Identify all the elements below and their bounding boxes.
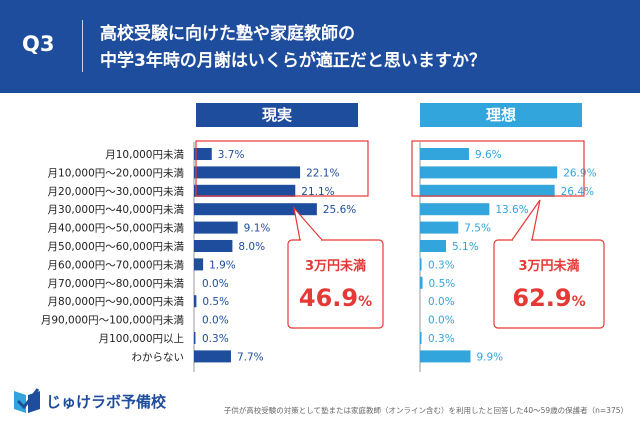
bar [420, 148, 469, 160]
highlight-box [411, 140, 585, 197]
data-label: 7.5% [464, 223, 491, 235]
highlight-box [195, 140, 369, 197]
series-header-0 [196, 103, 358, 127]
data-label: 26.9% [563, 167, 596, 179]
brand-logo: じゅけラボ予備校 [10, 383, 180, 421]
bar [420, 332, 422, 344]
bar [420, 203, 490, 216]
question-header: Q3 高校受験に向けた塾や家庭教師の 中学3年時の月謝はいくらが適正だと思います… [0, 0, 640, 93]
data-label: 1.9% [209, 259, 236, 271]
series-header-1 [420, 103, 582, 127]
data-label: 7.7% [237, 351, 264, 363]
question-text-line1: 高校受験に向けた塾や家庭教師の [100, 24, 355, 44]
callout-label: 3万円未満 [305, 258, 366, 274]
data-label: 0.0% [202, 315, 229, 327]
data-label: 0.3% [428, 333, 455, 345]
bar [194, 148, 212, 160]
bar [194, 166, 301, 179]
footnote: 子供が高校受験の対策として塾または家庭教師（オンライン含む）を利用したと回答した… [223, 406, 628, 415]
callout-value-unit: % [572, 294, 586, 310]
bar [420, 350, 471, 363]
bar [194, 295, 197, 308]
book-logo-icon [14, 388, 40, 413]
data-label: 9.6% [475, 149, 502, 161]
data-label: 25.6% [323, 204, 356, 216]
category-label: 月40,000円～50,000円未満 [48, 223, 185, 235]
callout-bubble [493, 239, 605, 329]
bar [194, 184, 296, 197]
data-label: 9.9% [476, 351, 503, 363]
header-divider [82, 20, 83, 72]
category-label: 月10,000円～20,000円未満 [48, 167, 185, 179]
data-label: 0.5% [202, 296, 229, 308]
data-label: 0.0% [428, 296, 455, 308]
callout-value: 46.9% [299, 284, 372, 312]
data-label: 0.3% [202, 333, 229, 345]
category-label: 月30,000円～40,000円未満 [48, 204, 185, 216]
data-label: 0.5% [429, 278, 456, 290]
data-label: 9.1% [244, 223, 271, 235]
bar [420, 166, 558, 179]
callout-value: 62.9% [512, 284, 585, 312]
category-label: わからない [132, 351, 185, 363]
callout-value-number: 62.9 [512, 284, 571, 312]
category-label: 月60,000円～70,000円未満 [48, 259, 185, 271]
callout-value-number: 46.9 [299, 284, 358, 312]
category-label: 月50,000円～60,000円未満 [48, 241, 185, 253]
data-label: 0.0% [202, 278, 229, 290]
data-label: 21.1% [301, 186, 334, 198]
category-label: 月90,000円～100,000円未満 [41, 315, 185, 327]
bar [420, 184, 555, 197]
data-label: 0.0% [428, 315, 455, 327]
callout-label: 3万円未満 [518, 258, 579, 274]
callout-bubble [287, 239, 384, 329]
data-label: 0.3% [428, 259, 455, 271]
data-label: 3.7% [218, 149, 245, 161]
bar [420, 276, 423, 289]
series-header-label: 理想 [486, 106, 516, 124]
category-label: 月70,000円～80,000円未満 [48, 278, 185, 290]
brand-name: じゅけラボ予備校 [46, 393, 167, 411]
data-label: 22.1% [306, 167, 339, 179]
data-label: 8.0% [238, 241, 265, 253]
category-label: 月10,000円未満 [105, 149, 184, 161]
data-label: 5.1% [452, 241, 479, 253]
category-label: 月100,000円以上 [99, 333, 184, 345]
category-label: 月80,000円～90,000円未満 [48, 296, 185, 308]
bar [420, 221, 459, 234]
data-label: 26.4% [561, 186, 594, 198]
question-number: Q3 [22, 32, 55, 56]
bar [194, 221, 238, 234]
bar [194, 258, 204, 271]
bar [194, 350, 231, 363]
bar [194, 332, 196, 344]
series-header-label: 現実 [262, 106, 292, 124]
bar [420, 240, 447, 252]
bar [194, 240, 233, 252]
data-label: 13.6% [495, 204, 528, 216]
category-label: 月20,000円～30,000円未満 [48, 186, 185, 198]
bar [194, 203, 317, 216]
bar [420, 258, 422, 271]
question-text-line2: 中学3年時の月謝はいくらが適正だと思いますか？ [100, 51, 486, 71]
callout-value-unit: % [358, 294, 372, 310]
